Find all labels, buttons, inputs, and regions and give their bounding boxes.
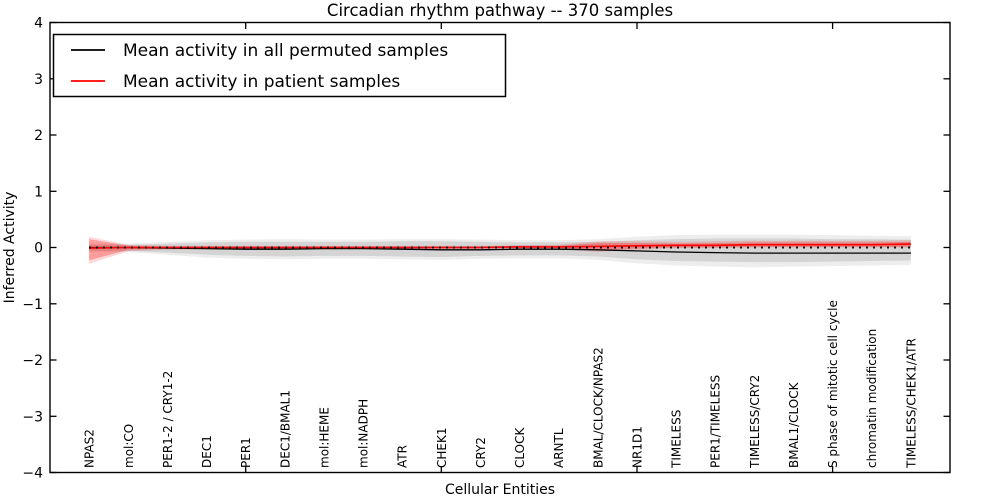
x-category-label: ATR (396, 445, 410, 468)
y-tick-label: 2 (34, 128, 43, 144)
patient-mean-line (89, 243, 911, 249)
x-category-label: mol:CO (122, 424, 136, 468)
x-category-label: mol:HEME (317, 407, 331, 468)
permuted-band-inner (89, 238, 911, 263)
y-tick-label: 1 (34, 184, 43, 200)
x-category-label: S phase of mitotic cell cycle (826, 300, 840, 468)
x-category-label: BMAL/CLOCK/NPAS2 (591, 347, 605, 468)
x-category-label: NR1D1 (631, 426, 645, 468)
plot-area: −4 −3 −2 −1 0 1 2 3 4 NPAS2 mol:CO PER1-2 / CRY1-2 D… (22, 16, 951, 482)
legend-box (52, 33, 507, 98)
x-category-label: DEC1/BMAL1 (278, 390, 292, 468)
y-tick-label: −3 (22, 409, 43, 425)
x-category-label: mol:NADPH (357, 399, 371, 468)
legend-label-patient: Mean activity in patient samples (123, 72, 400, 92)
x-category-label: TIMELESS/CHEK1/ATR (904, 338, 918, 469)
legend-label-permuted: Mean activity in all permuted samples (123, 41, 448, 61)
y-tick-label: −2 (22, 353, 43, 369)
x-category-label: CLOCK (513, 427, 527, 468)
y-tick-label: 4 (34, 16, 43, 32)
patient-band-inner (89, 239, 911, 261)
permuted-band-outer (89, 234, 911, 268)
chart-title: Circadian rhythm pathway -- 370 samples (327, 1, 673, 20)
patient-band-outer (89, 236, 911, 264)
x-category-label: TIMELESS/CRY2 (748, 375, 762, 469)
y-tick-label: −4 (22, 466, 43, 482)
permuted-mean-line (89, 246, 911, 254)
legend: Mean activity in all permuted samples Me… (52, 33, 507, 98)
y-tick-label: −1 (22, 297, 43, 313)
y-tick-label: 3 (34, 72, 43, 88)
y-tick-label: 0 (34, 241, 43, 257)
x-category-label: ARNTL (552, 428, 566, 468)
x-axis-label: Cellular Entities (445, 482, 555, 498)
x-category-label: TIMELESS (670, 410, 684, 469)
x-category-label: DEC1 (200, 435, 214, 468)
x-category-label: NPAS2 (83, 429, 97, 468)
x-category-label: PER1/TIMELESS (709, 375, 723, 468)
x-category-label: PER1 (239, 437, 253, 468)
x-category-label: CRY2 (474, 437, 488, 468)
x-category-label: CHEK1 (435, 428, 449, 469)
y-axis-label: Inferred Activity (2, 192, 18, 304)
x-category-label: chromatin modification (865, 329, 879, 468)
x-category-label: BMAL1/CLOCK (787, 381, 801, 468)
x-category-label: PER1-2 / CRY1-2 (161, 371, 175, 468)
